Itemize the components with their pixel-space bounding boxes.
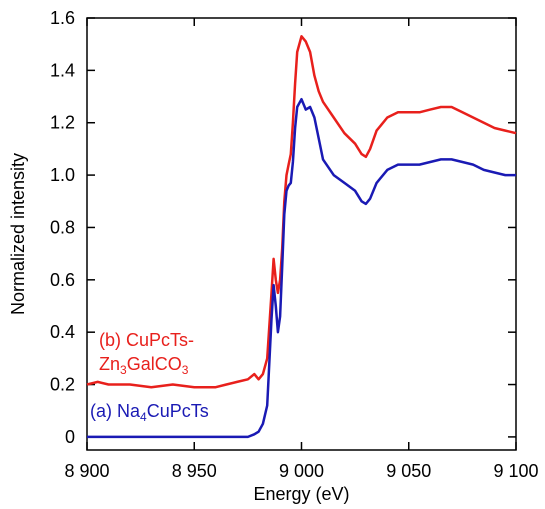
- plot-frame: [86, 17, 517, 451]
- y-tick-label: 1.2: [50, 113, 75, 133]
- y-tick-label: 0.6: [50, 270, 75, 290]
- x-tick-label: 9 000: [279, 461, 324, 481]
- y-tick-label: 1.6: [50, 8, 75, 28]
- series-labels: (b) CuPcTs- Zn3GalCO3 (a) Na4CuPcTs: [90, 330, 209, 424]
- x-axis-title: Energy (eV): [253, 484, 349, 504]
- series-line-b: [86, 35, 517, 389]
- y-tick-label: 0.2: [50, 375, 75, 395]
- y-tick-label: 1.4: [50, 60, 75, 80]
- series-label-b-line1: (b) CuPcTs-: [99, 330, 194, 350]
- axes: 8 900 8 950 9 000 9 050 9 100 0 0.2 0.4 0.6 0.8 1.…: [50, 8, 539, 481]
- y-axis-title: Normalized intensity: [8, 153, 28, 315]
- x-tick-label: 9 100: [493, 461, 538, 481]
- y-tick-label: 0.8: [50, 217, 75, 237]
- series-line-a: [87, 97, 516, 439]
- x-tick-label: 8 900: [64, 461, 109, 481]
- series-label-b-line2: Zn3GalCO3: [99, 354, 189, 377]
- y-tick-label: 0: [65, 427, 75, 447]
- y-tick-label: 1.0: [50, 165, 75, 185]
- x-tick-label: 8 950: [172, 461, 217, 481]
- series-lines: [86, 35, 517, 439]
- series-label-a: (a) Na4CuPcTs: [90, 401, 209, 424]
- y-tick-label: 0.4: [50, 322, 75, 342]
- x-tick-label: 9 050: [386, 461, 431, 481]
